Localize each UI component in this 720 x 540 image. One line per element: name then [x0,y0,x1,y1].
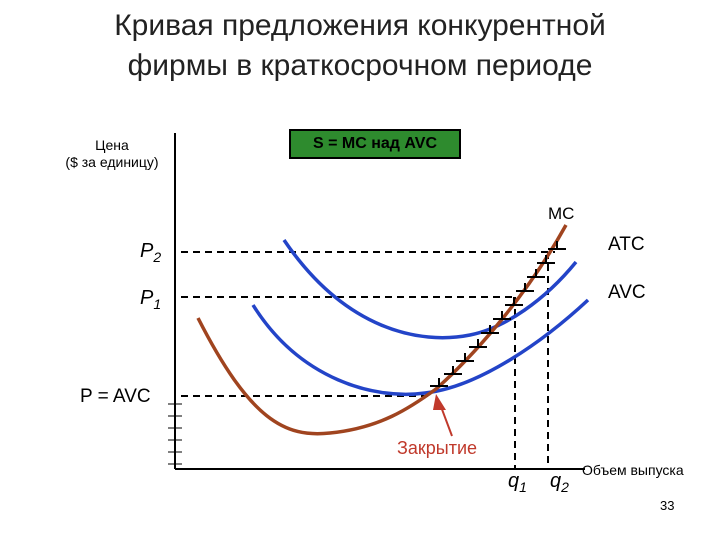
avc-curve [251,298,590,397]
title-line-2: фирмы в краткосрочном периоде [127,49,593,82]
supply-curve-marks [430,241,566,387]
supply-rule-box: S = MC над AVC [289,129,461,159]
avc-label: AVC [608,282,646,303]
p-avc-label: P = AVC [80,386,151,407]
y-axis-ticks [168,403,182,465]
atc-label: ATC [608,234,645,255]
q1-label: q1 [508,470,527,495]
mc-label: MC [548,204,575,223]
title-line-1: Кривая предложения конкурентной [114,9,606,42]
x-axis-label: Объем выпуска [582,462,684,478]
page-number: 33 [660,498,675,513]
p1-label: P1 [140,287,162,312]
mc-curve [196,224,568,436]
shutdown-arrow-head [433,394,446,410]
slide-title: Кривая предложения конкурентной фирмы в … [0,6,720,86]
y-axis-label-line-1: Цена [95,137,129,153]
p2-label: P2 [140,240,162,265]
y-axis-label-line-2: ($ за единицу) [65,154,159,170]
q2-label: q2 [550,470,569,495]
atc-curve [282,239,578,340]
shutdown-label: Закрытие [397,438,478,458]
y-axis-label: Цена ($ за единицу) [42,137,182,171]
